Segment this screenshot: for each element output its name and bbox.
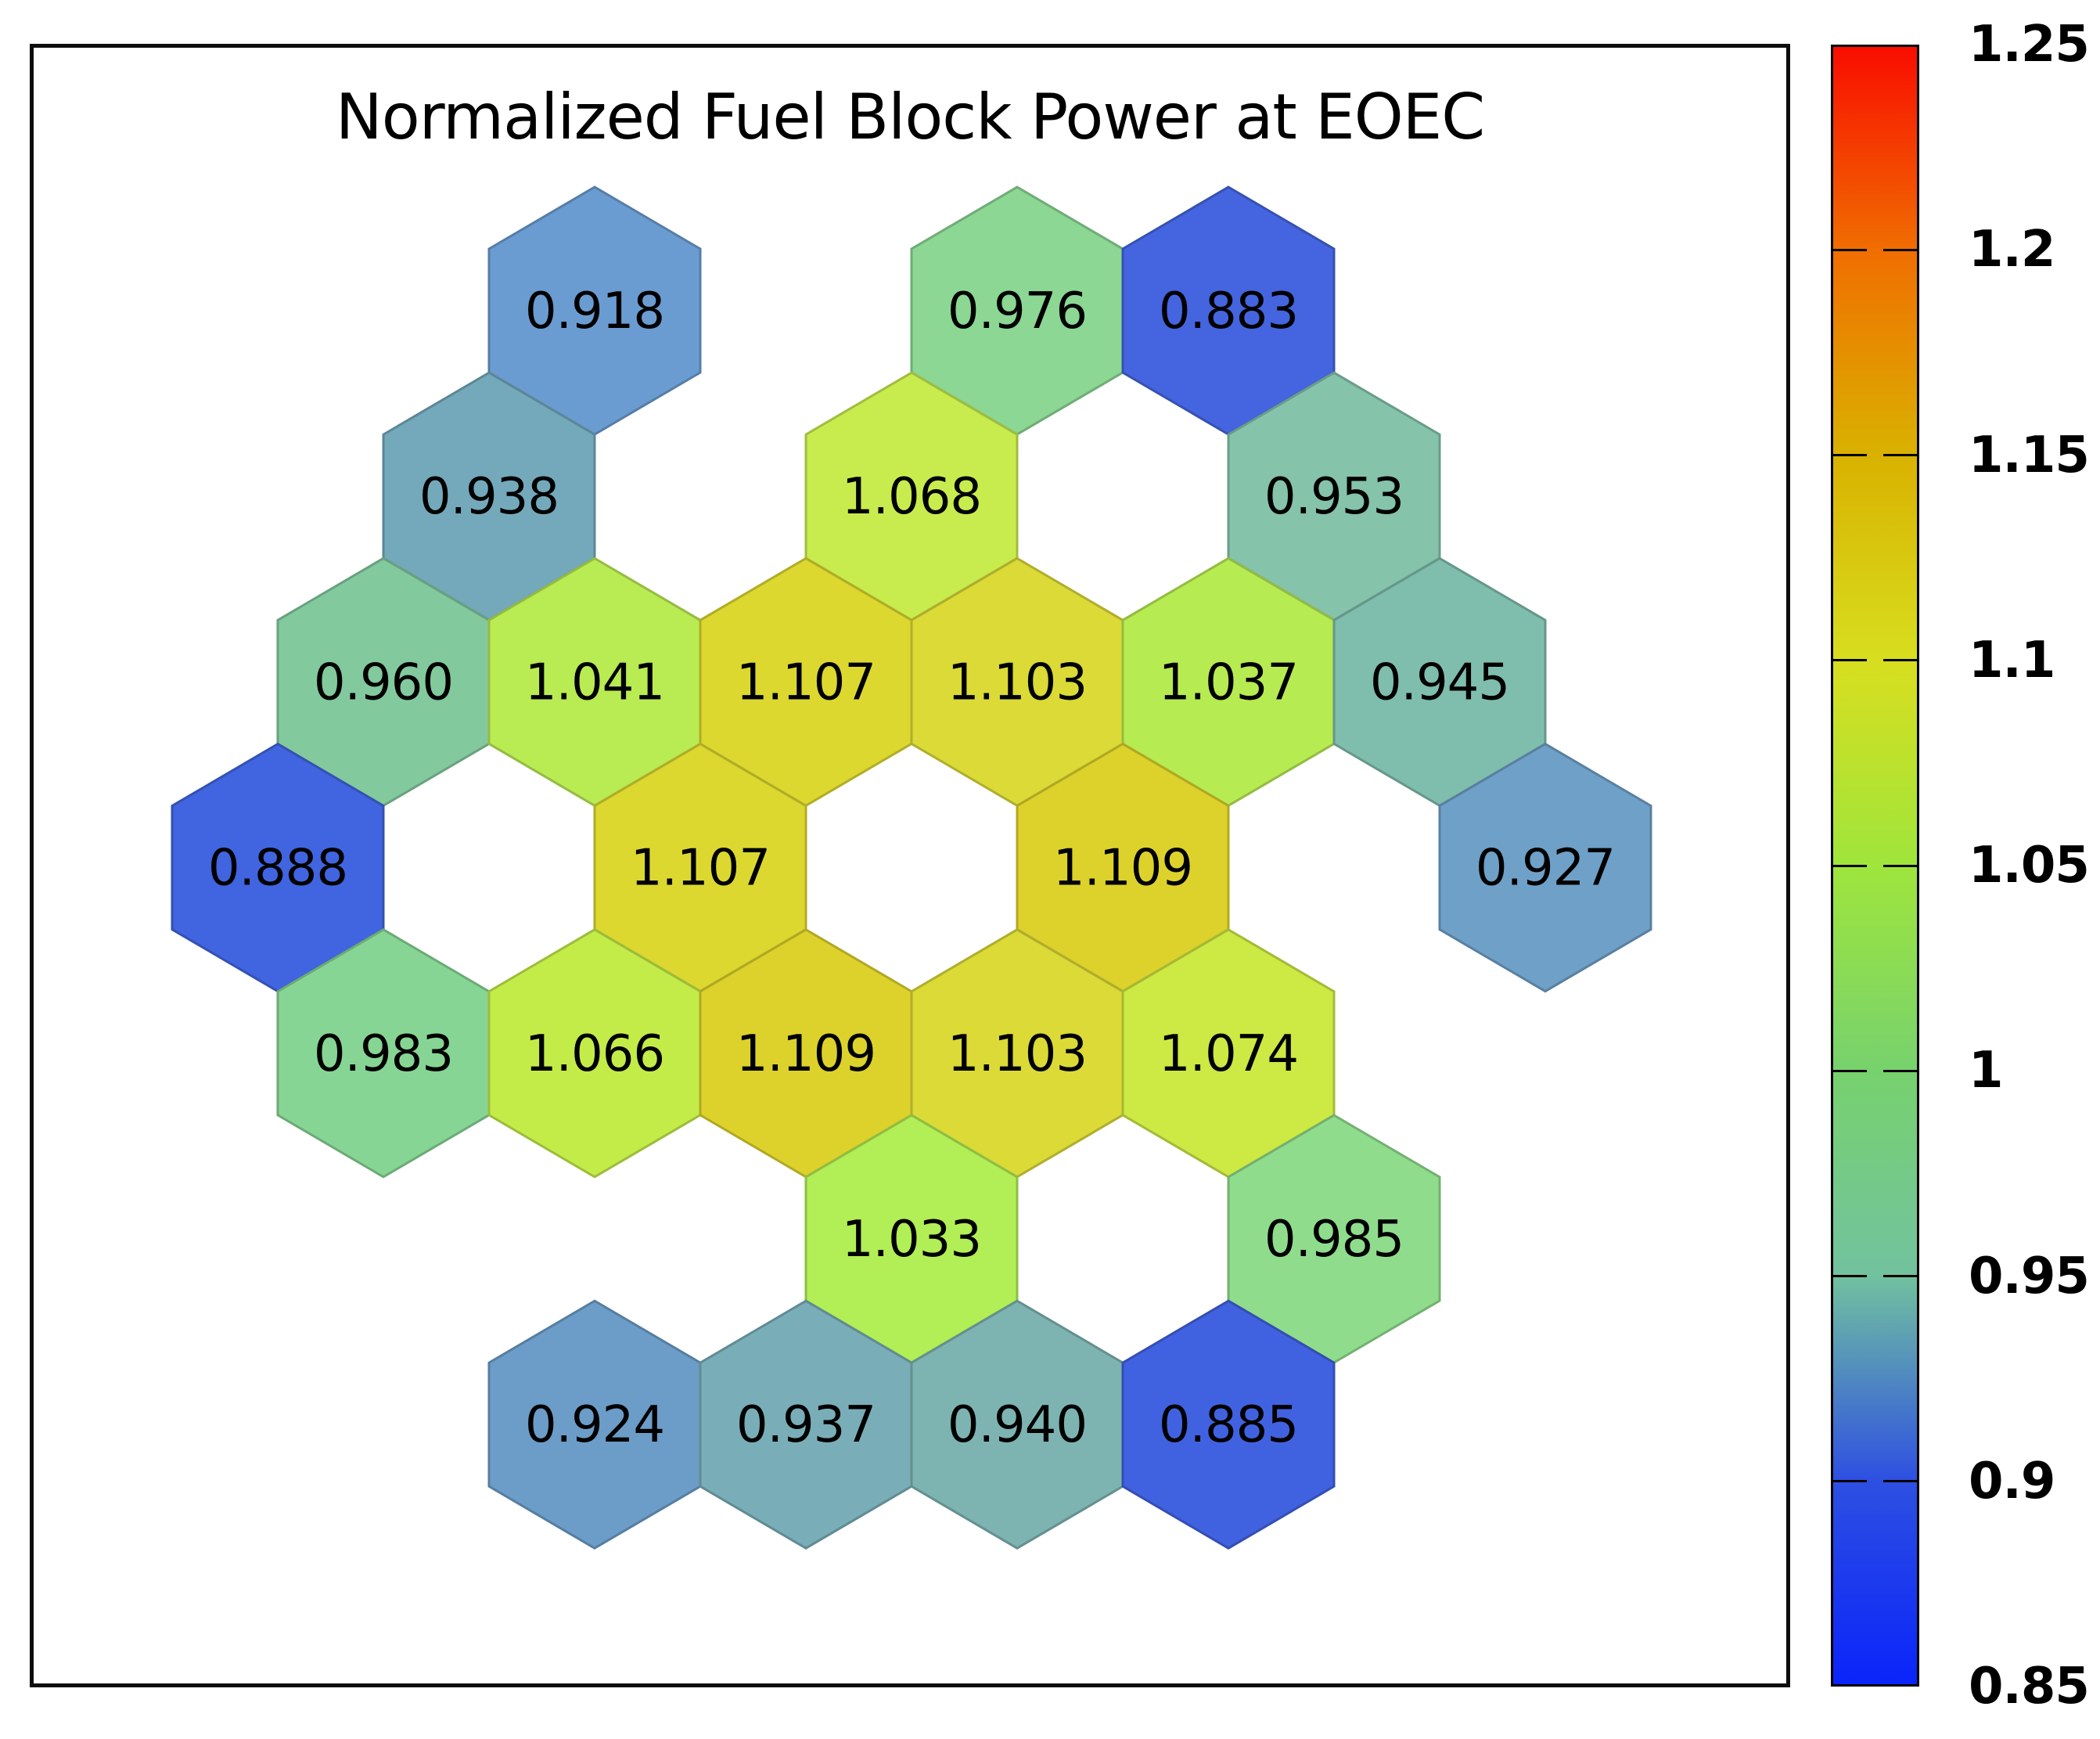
- colorbar-tick-left: [1831, 248, 1867, 251]
- colorbar-tick-left: [1831, 1069, 1867, 1072]
- colorbar-tick-right: [1883, 454, 1919, 456]
- hex-value-label: 0.888: [208, 840, 347, 898]
- colorbar-tick-label: 1.1: [1969, 631, 2055, 689]
- hex-value-label: 1.033: [842, 1211, 981, 1269]
- colorbar-tick-right: [1883, 1275, 1919, 1277]
- hex-value-label: 0.924: [525, 1396, 664, 1454]
- hex-value-label: 1.109: [1053, 840, 1192, 898]
- hex-value-label: 1.103: [948, 653, 1087, 711]
- hex-value-label: 1.037: [1159, 653, 1298, 711]
- colorbar-tick-label: 1.15: [1969, 426, 2090, 484]
- colorbar-tick-label: 0.9: [1969, 1452, 2055, 1510]
- hex-value-label: 0.938: [419, 468, 559, 526]
- colorbar-tick-left: [1831, 1275, 1867, 1277]
- colorbar-tick-label: 0.95: [1969, 1247, 2090, 1305]
- hex-value-label: 1.107: [631, 840, 770, 898]
- colorbar-tick-right: [1883, 864, 1919, 867]
- hex-value-label: 0.937: [736, 1396, 876, 1454]
- colorbar-tick-left: [1831, 864, 1867, 867]
- colorbar-tick-label: 0.85: [1969, 1658, 2090, 1716]
- hex-value-label: 1.066: [525, 1025, 664, 1083]
- hex-value-label: 0.885: [1159, 1396, 1298, 1454]
- hex-value-label: 1.103: [948, 1025, 1087, 1083]
- hex-value-label: 0.883: [1159, 283, 1298, 340]
- colorbar-tick-label: 1.25: [1969, 16, 2090, 74]
- colorbar-tick-label: 1: [1969, 1042, 2004, 1100]
- hex-value-label: 1.074: [1159, 1025, 1298, 1083]
- colorbar-tick-left: [1831, 1480, 1867, 1483]
- colorbar-tick-right: [1883, 248, 1919, 251]
- hex-value-label: 0.918: [525, 283, 664, 340]
- chart-title: Normalized Fuel Block Power at EOEC: [335, 81, 1485, 153]
- hex-value-label: 1.041: [525, 653, 664, 711]
- hex-value-label: 0.945: [1370, 653, 1509, 711]
- colorbar-tick-label: 1.2: [1969, 221, 2055, 279]
- colorbar-tick-right: [1883, 1480, 1919, 1483]
- hex-value-label: 1.109: [736, 1025, 876, 1083]
- hex-value-label: 0.983: [314, 1025, 453, 1083]
- colorbar-tick-label: 1.05: [1969, 837, 2090, 895]
- hex-value-label: 0.927: [1476, 840, 1615, 898]
- hex-value-label: 0.953: [1264, 468, 1404, 526]
- hex-value-label: 0.940: [948, 1396, 1087, 1454]
- fuel-block-hex: [1121, 1299, 1336, 1550]
- hex-value-label: 0.985: [1264, 1211, 1404, 1269]
- colorbar-tick-left: [1831, 659, 1867, 662]
- hex-value-label: 1.107: [736, 653, 876, 711]
- colorbar-tick-right: [1883, 1069, 1919, 1072]
- hex-value-label: 0.976: [948, 283, 1087, 340]
- colorbar-tick-right: [1883, 659, 1919, 662]
- colorbar-tick-left: [1831, 454, 1867, 456]
- fuel-block-hex: [1438, 742, 1652, 993]
- hex-value-label: 1.068: [842, 468, 981, 526]
- hex-value-label: 0.960: [314, 653, 453, 711]
